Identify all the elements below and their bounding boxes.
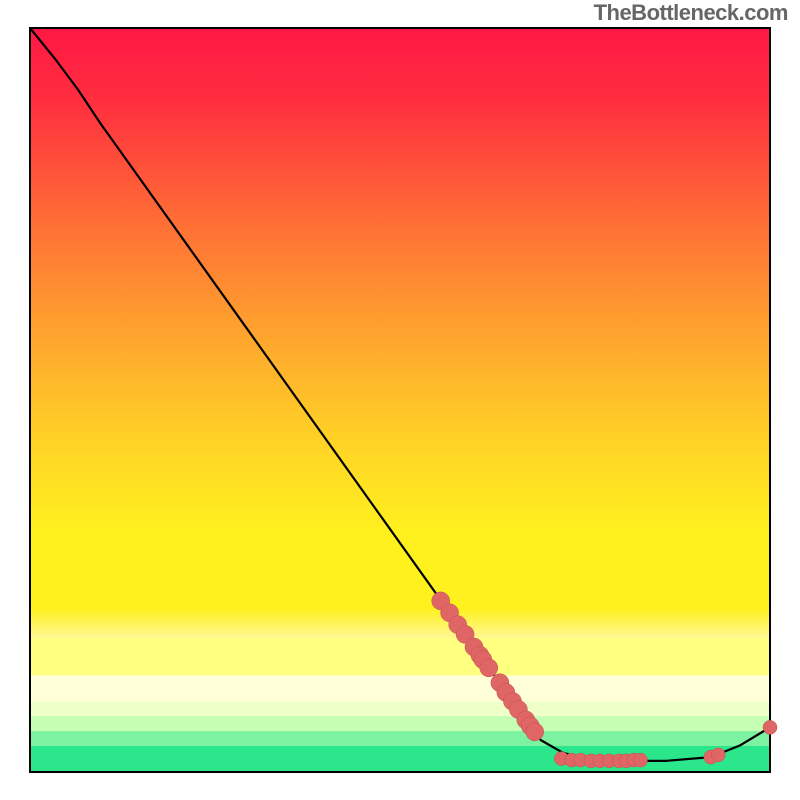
gradient-band xyxy=(30,701,770,716)
data-point xyxy=(480,659,498,677)
chart-container: TheBottleneck.com xyxy=(0,0,800,800)
watermark-text: TheBottleneck.com xyxy=(594,0,788,26)
gradient-band xyxy=(30,746,770,772)
data-point xyxy=(634,753,648,767)
data-point xyxy=(711,748,725,762)
gradient-band xyxy=(30,675,770,701)
data-point xyxy=(526,723,544,741)
data-point xyxy=(763,720,777,734)
bottleneck-chart xyxy=(0,0,800,800)
gradient-band xyxy=(30,638,770,675)
gradient-band xyxy=(30,731,770,746)
gradient-band xyxy=(30,716,770,731)
